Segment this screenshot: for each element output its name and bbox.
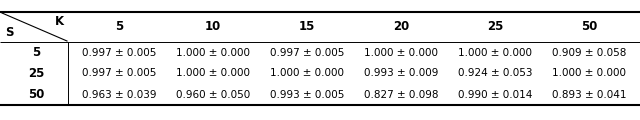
Text: 50: 50 (581, 19, 597, 33)
Text: 1.000 ± 0.000: 1.000 ± 0.000 (552, 69, 626, 78)
Text: 25: 25 (487, 19, 503, 33)
Text: 15: 15 (299, 19, 315, 33)
Text: 20: 20 (393, 19, 409, 33)
Text: 1.000 ± 0.000: 1.000 ± 0.000 (364, 48, 438, 57)
Text: 0.963 ± 0.039: 0.963 ± 0.039 (82, 90, 156, 99)
Text: 1.000 ± 0.000: 1.000 ± 0.000 (458, 48, 532, 57)
Text: 0.997 ± 0.005: 0.997 ± 0.005 (82, 48, 156, 57)
Text: K: K (55, 15, 64, 28)
Text: 0.960 ± 0.050: 0.960 ± 0.050 (176, 90, 250, 99)
Text: 1.000 ± 0.000: 1.000 ± 0.000 (176, 48, 250, 57)
Text: 0.990 ± 0.014: 0.990 ± 0.014 (458, 90, 532, 99)
Text: 0.827 ± 0.098: 0.827 ± 0.098 (364, 90, 438, 99)
Text: S: S (5, 26, 13, 39)
Text: 5: 5 (32, 46, 40, 59)
Text: 0.993 ± 0.009: 0.993 ± 0.009 (364, 69, 438, 78)
Text: 0.924 ± 0.053: 0.924 ± 0.053 (458, 69, 532, 78)
Text: 5: 5 (115, 19, 123, 33)
Text: 0.893 ± 0.041: 0.893 ± 0.041 (552, 90, 627, 99)
Text: 0.997 ± 0.005: 0.997 ± 0.005 (270, 48, 344, 57)
Text: 0.993 ± 0.005: 0.993 ± 0.005 (270, 90, 344, 99)
Text: 1.000 ± 0.000: 1.000 ± 0.000 (270, 69, 344, 78)
Text: 1.000 ± 0.000: 1.000 ± 0.000 (176, 69, 250, 78)
Text: 0.997 ± 0.005: 0.997 ± 0.005 (82, 69, 156, 78)
Text: 50: 50 (28, 88, 44, 101)
Text: 10: 10 (205, 19, 221, 33)
Text: 0.909 ± 0.058: 0.909 ± 0.058 (552, 48, 626, 57)
Text: 25: 25 (28, 67, 44, 80)
